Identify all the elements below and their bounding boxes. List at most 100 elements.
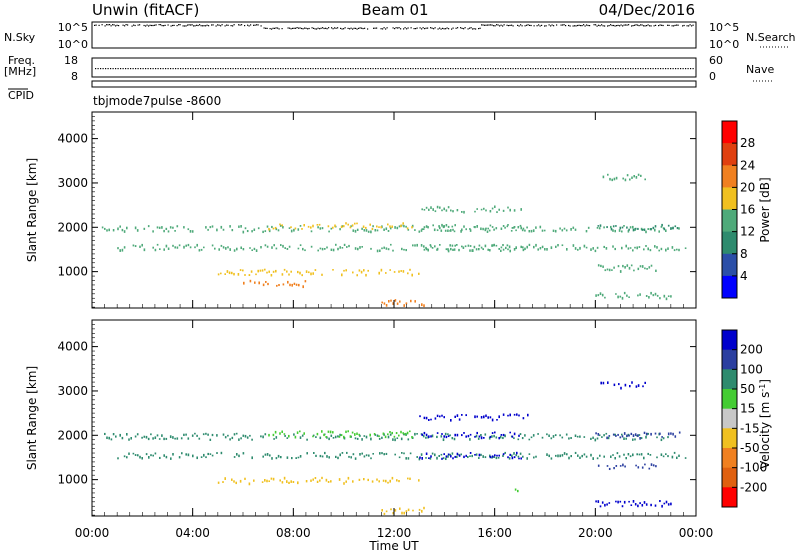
echo-point <box>502 244 504 247</box>
echo-point <box>158 438 161 440</box>
echo-point <box>265 281 267 283</box>
freq-point <box>365 68 367 70</box>
echo-point <box>500 434 503 436</box>
echo-point <box>443 225 445 228</box>
nsky-point <box>487 24 489 26</box>
nsky-point <box>478 28 480 30</box>
nsky-point <box>563 24 565 26</box>
nsky-point <box>314 28 316 30</box>
x-tick-label: 04:00 <box>175 526 210 540</box>
echo-point <box>163 248 165 251</box>
echo-point <box>316 432 319 436</box>
echo-point <box>181 452 183 455</box>
echo-point <box>486 230 489 233</box>
freq-point <box>175 68 177 70</box>
echo-point <box>498 415 500 419</box>
echo-point <box>310 272 312 276</box>
freq-point <box>477 68 479 70</box>
nsky-point <box>607 25 609 27</box>
echo-point <box>509 431 511 434</box>
echo-point <box>444 432 447 436</box>
echo-point <box>418 457 421 461</box>
echo-point <box>154 452 157 455</box>
echo-point <box>134 226 137 230</box>
nsky-point <box>584 25 586 27</box>
echo-point <box>615 465 618 467</box>
echo-point <box>433 228 436 232</box>
echo-point <box>371 480 374 483</box>
colorbar-swatch <box>722 467 737 488</box>
freq-point <box>257 68 259 70</box>
freq-point <box>515 68 517 70</box>
echo-point <box>650 432 652 436</box>
echo-point <box>341 247 344 249</box>
echo-point <box>445 248 448 251</box>
echo-point <box>522 417 525 420</box>
echo-point <box>619 226 622 230</box>
echo-point <box>489 210 492 213</box>
echo-point <box>141 457 143 460</box>
nsky-point <box>337 27 339 29</box>
nsky-point <box>479 27 481 29</box>
echo-point <box>497 457 500 459</box>
echo-point <box>271 457 273 460</box>
echo-point <box>515 454 517 457</box>
echo-point <box>224 477 226 480</box>
echo-point <box>198 437 201 440</box>
echo-point <box>535 226 537 229</box>
echo-point <box>200 248 203 251</box>
echo-point <box>612 229 614 232</box>
nsky-point <box>613 24 615 27</box>
echo-point <box>326 246 328 249</box>
echo-point <box>402 222 404 225</box>
echo-point <box>665 229 667 233</box>
echo-point <box>317 249 319 252</box>
echo-point <box>165 244 168 248</box>
echo-point <box>378 226 380 228</box>
nsky-point <box>263 27 265 29</box>
echo-point <box>388 300 390 303</box>
echo-point <box>121 248 124 252</box>
echo-point <box>676 227 679 230</box>
nsky-point <box>250 24 252 26</box>
nsky-point <box>341 28 343 30</box>
echo-point <box>461 211 463 213</box>
nsky-point <box>241 24 243 26</box>
nsky-point <box>400 28 402 30</box>
echo-point <box>621 226 624 229</box>
echo-point <box>620 386 622 390</box>
echo-point <box>183 433 185 436</box>
freq-point <box>452 68 454 70</box>
freq-point <box>320 68 322 70</box>
echo-point <box>360 270 363 274</box>
echo-point <box>678 227 680 230</box>
echo-point <box>647 228 649 230</box>
echo-point <box>637 434 639 437</box>
echo-point <box>570 455 572 458</box>
echo-point <box>615 500 617 503</box>
colorbar-swatch <box>722 487 737 508</box>
echo-point <box>469 245 472 247</box>
echo-point <box>359 434 361 437</box>
freq-point <box>352 68 354 70</box>
echo-point <box>361 246 363 248</box>
echo-point <box>491 226 494 228</box>
echo-point <box>288 273 290 276</box>
echo-point <box>623 437 625 440</box>
freq-point <box>272 68 274 70</box>
echo-point <box>191 434 194 437</box>
power-echo-band <box>421 205 522 214</box>
echo-point <box>597 464 600 467</box>
echo-point <box>663 227 666 231</box>
nsky-point <box>503 24 505 26</box>
echo-point <box>207 228 209 231</box>
nsky-point <box>472 28 474 30</box>
nsky-point <box>406 28 408 30</box>
echo-point <box>389 433 392 436</box>
echo-point <box>250 270 253 273</box>
echo-point <box>601 501 604 504</box>
echo-point <box>389 479 391 483</box>
nsky-point <box>430 27 432 29</box>
x-tick-label: 00:00 <box>679 526 714 540</box>
echo-point <box>469 452 472 454</box>
